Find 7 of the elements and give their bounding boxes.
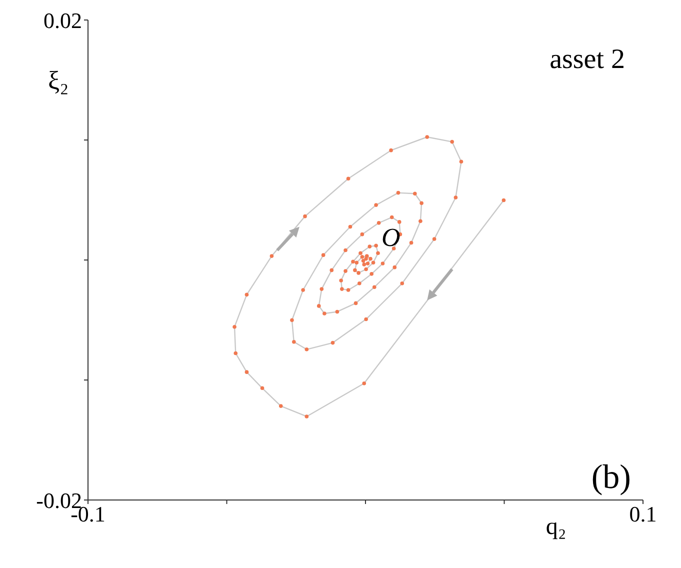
annotation: O — [382, 223, 400, 252]
annotation: asset 2 — [550, 44, 625, 75]
y-axis-title: ξ₂ — [48, 66, 69, 96]
annotation: (b) — [591, 459, 631, 496]
y-tick-label: 0.02 — [44, 8, 82, 33]
x-tick-label: 0.1 — [629, 502, 657, 527]
x-axis-title: q₂ — [546, 514, 566, 541]
